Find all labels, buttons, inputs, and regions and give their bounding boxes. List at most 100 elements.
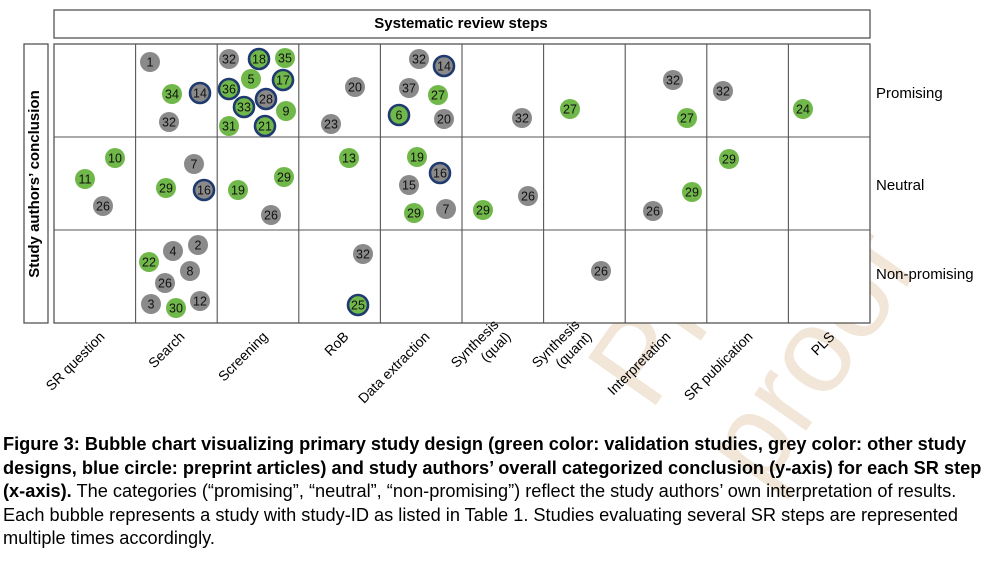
bubble-label: 13 [342,152,356,166]
bubble: 14 [188,81,212,105]
bubble-circle [339,148,359,168]
bubble-circle [434,109,454,129]
bubble: 29 [719,149,739,169]
bubble: 30 [166,298,186,318]
bubble-circle [232,95,256,119]
bubble-circle [428,85,448,105]
bubble: 27 [560,99,580,119]
bubble: 32 [219,49,239,69]
bubble: 32 [663,70,683,90]
bubble-circle [219,49,239,69]
bubble-label: 22 [142,256,156,270]
bubble-circle [241,69,261,89]
bubble-label: 21 [258,120,272,134]
bubble-circle [719,149,739,169]
bubble-label: 20 [437,113,451,127]
bubble-circle [663,70,683,90]
bubble-circle [188,235,208,255]
bubble-label: 26 [96,200,110,214]
column-label-line: Interpretation [604,328,674,398]
bubble-label: 9 [283,105,290,119]
bubble: 29 [682,182,702,202]
bubble: 7 [436,199,456,219]
bubble-label: 3 [148,298,155,312]
bubble-circle [276,101,296,121]
bubble: 12 [190,291,210,311]
bubble-circle [399,175,419,195]
caption-rest: The categories (“promising”, “neutral”, … [3,481,959,548]
bubble-circle [192,178,216,202]
bubble: 11 [75,169,95,189]
column-label: Synthesis(qual) [447,316,513,370]
bubble-circle [217,77,241,101]
bubble: 20 [434,109,454,129]
bubble: 32 [353,244,373,264]
bubble-label: 4 [170,245,177,259]
bubble-label: 26 [646,205,660,219]
bubble: 29 [404,203,424,223]
bubble: 34 [162,84,182,104]
bubble-circle [139,252,159,272]
bubble-label: 34 [165,88,179,102]
bubble: 4 [163,241,183,261]
column-label: Data extraction [355,328,433,406]
bubble: 32 [409,49,429,69]
bubble: 16 [192,178,216,202]
bubble-label: 29 [277,171,291,185]
bubble-circle [261,205,281,225]
bubble-label: 37 [402,82,416,96]
bubble-label: 31 [222,120,236,134]
bubble: 13 [339,148,359,168]
title-box [53,9,871,39]
bubble-label: 20 [348,81,362,95]
bubble: 19 [407,147,427,167]
bubble: 35 [275,48,295,68]
bubble-label: 11 [79,173,92,187]
bubble-label: 26 [158,277,172,291]
bubble-label: 26 [521,190,535,204]
bubble: 15 [399,175,419,195]
bubble-circle [247,47,271,71]
bubble-label: 18 [252,53,266,67]
bubble-circle [105,148,125,168]
bubble: 1 [140,52,160,72]
bubble-circle [190,291,210,311]
bubble-label: 32 [222,53,236,67]
bubble-circle [156,178,176,198]
bubble: 29 [274,167,294,187]
bubble-circle [643,201,663,221]
bubble-label: 29 [685,186,699,200]
column-label-line: RoB [321,328,352,359]
bubble: 26 [93,196,113,216]
bubble: 24 [793,99,813,119]
bubble: 32 [713,81,733,101]
bubble-label: 32 [356,248,370,262]
bubble-label: 32 [412,53,426,67]
row-label: Non-promising [876,266,974,283]
bubble-circle [141,294,161,314]
bubble-label: 1 [147,56,154,70]
bubble: 3 [141,294,161,314]
row-label: Promising [876,85,943,102]
bubble-label: 32 [515,112,529,126]
bubble: 9 [276,101,296,121]
bubble-circle [591,261,611,281]
bubble-label: 24 [796,103,810,117]
bubble-circle [219,116,239,136]
bubble: 16 [428,161,452,185]
bubble-circle [428,161,452,185]
bubble-circle [793,99,813,119]
bubble-label: 33 [237,101,251,115]
bubble-circle [163,241,183,261]
column-label: RoB [321,328,352,359]
bubble-label: 29 [159,182,173,196]
row-label: Neutral [876,177,924,194]
bubble: 18 [247,47,271,71]
bubble-circle [512,108,532,128]
bubble-label: 36 [222,83,236,97]
column-label-line: Data extraction [355,328,433,406]
bubble: 37 [399,78,419,98]
bubble-label: 15 [402,179,416,193]
bubble-label: 16 [197,184,211,198]
